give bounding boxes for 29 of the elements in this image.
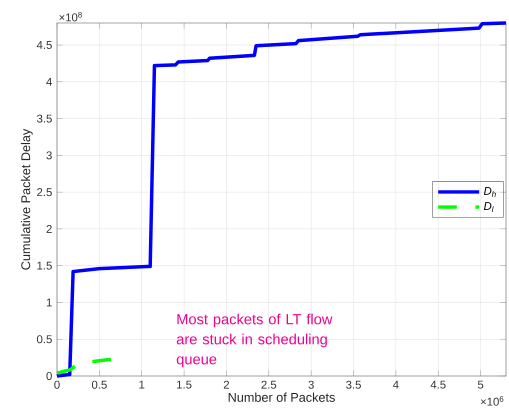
x-tick-label: 2 [224,380,230,389]
y-tick-label: 0 [46,372,52,380]
x-tick-label: 4.5 [430,380,446,389]
y-tick-label: 1.5 [37,262,52,270]
line-series [55,21,508,378]
x-tick-label: 2.5 [261,380,276,389]
x-tick-label: 5 [478,380,484,389]
x-tick-label: 1 [139,380,144,388]
y-axis-title: Cumulative Packet Delay [20,128,33,270]
text: ×10$^{8}$ [59,12,82,22]
text: ×10$^{6}$ [480,396,504,406]
x-tick-label: 0.5 [92,380,107,389]
x-tick-label: 3.5 [346,380,361,389]
x-axis-title: Number of Packets [228,392,335,402]
y-tick-label: 4.5 [36,41,52,49]
legend-label: D$_{l}$ [484,202,494,212]
x-tick-label: 0 [54,380,60,389]
x-tick-label: 1.5 [177,380,192,389]
x-tick-label: 3 [308,380,314,389]
y-tick-label: 2 [46,224,52,233]
y-tick-label: 2.5 [37,188,52,196]
annotation: Most packets of LT flow are stuck in scheduling queue [176,314,332,368]
y-tick-label: 0.5 [36,335,52,344]
y-tick-label: 3.5 [36,114,52,123]
y-tick-label: 4 [46,78,52,86]
y-tick-label: 3 [46,151,52,160]
x-tick-label: 4 [392,380,399,388]
legend-label: D$_{h}$ [484,187,496,197]
y-tick-label: 1 [46,298,52,306]
